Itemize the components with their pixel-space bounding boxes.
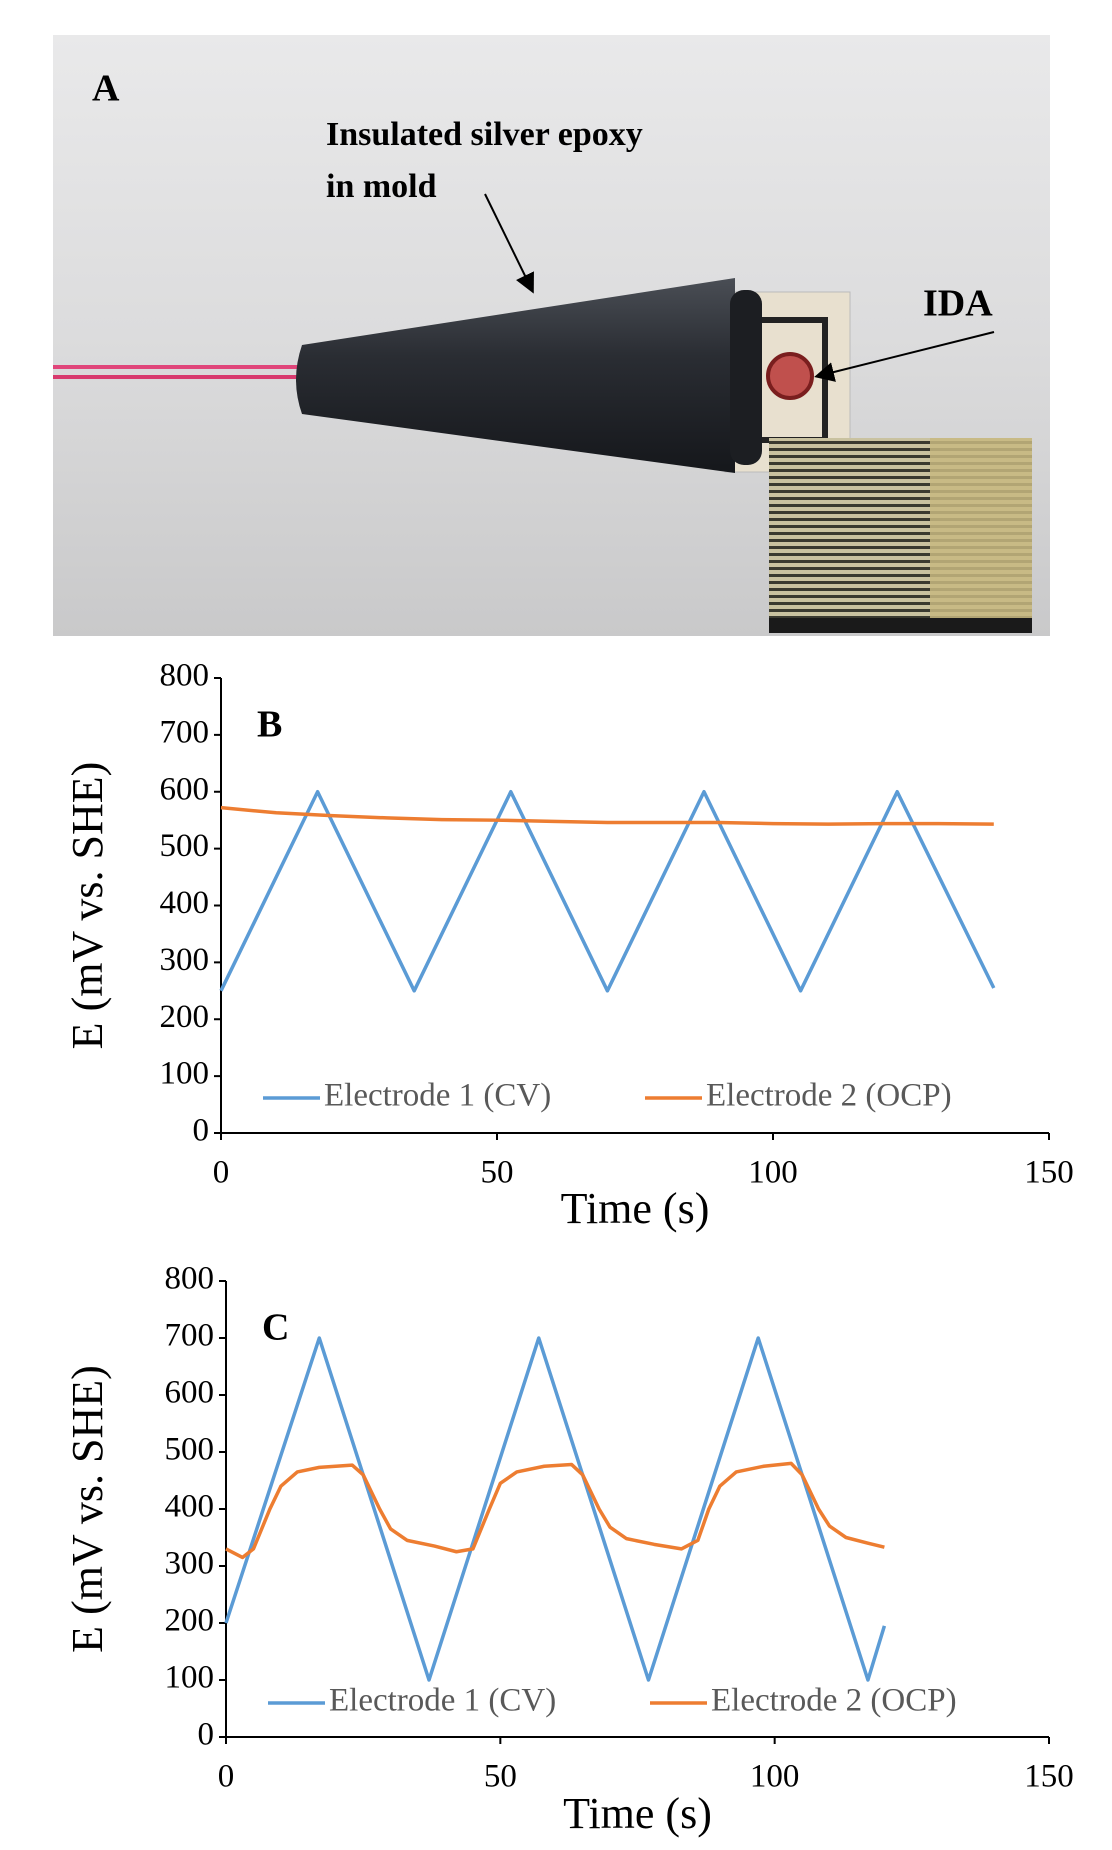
y-tick-label: 200 [160, 999, 210, 1035]
y-tick-label: 800 [160, 658, 210, 694]
y-axis-title: E (mV vs. SHE) [63, 1365, 112, 1653]
panel-letter: A [92, 68, 120, 110]
y-tick-label: 0 [198, 1717, 215, 1753]
x-tick-label: 150 [1024, 1759, 1074, 1795]
y-tick-label: 100 [160, 1056, 210, 1092]
x-tick-label: 150 [1024, 1155, 1074, 1191]
x-tick-label: 100 [750, 1759, 800, 1795]
inset-pad [930, 438, 1032, 633]
y-tick-label: 500 [160, 828, 210, 864]
label: in mold [326, 168, 437, 205]
x-tick-label: 0 [218, 1759, 235, 1795]
arrow [814, 331, 995, 382]
y-tick-label: 600 [165, 1375, 215, 1411]
x-tick-label: 0 [213, 1155, 230, 1191]
arrow [484, 193, 534, 294]
x-tick-label: 100 [748, 1155, 798, 1191]
panel-letter: B [257, 704, 282, 746]
label: IDA [923, 283, 993, 325]
ida-electrode [766, 352, 814, 400]
y-tick-label: 400 [165, 1489, 215, 1525]
y-tick-label: 300 [165, 1546, 215, 1582]
legend-label: Electrode 1 (CV) [324, 1078, 551, 1114]
chart: 0 100 200 300 400 500 600 700 800 0 50 100 150 Time (… [63, 1261, 1074, 1839]
label: Insulated silver epoxy [326, 116, 643, 153]
legend-label: Electrode 2 (OCP) [706, 1078, 952, 1114]
y-tick-label: 200 [165, 1603, 215, 1639]
y-tick-label: 100 [165, 1660, 215, 1696]
series-line [219, 790, 996, 993]
x-axis-title: Time (s) [561, 1184, 710, 1233]
legend-label: Electrode 1 (CV) [329, 1683, 556, 1719]
photo: A Insulated silver epoxy in mold IDA [53, 35, 1050, 636]
y-tick-label: 700 [165, 1318, 215, 1354]
legend-label: Electrode 2 (OCP) [711, 1683, 957, 1719]
y-tick-label: 500 [165, 1432, 215, 1468]
chart: 0 100 200 300 400 500 600 700 800 0 50 100 150 Time (… [63, 658, 1074, 1234]
x-tick-label: 50 [484, 1759, 517, 1795]
inset-edge [769, 618, 1032, 633]
series-line [220, 805, 994, 826]
x-axis-title: Time (s) [563, 1789, 712, 1838]
x-tick-label: 50 [481, 1155, 514, 1191]
y-tick-label: 600 [160, 771, 210, 807]
y-tick-label: 400 [160, 885, 210, 921]
panel-letter: C [262, 1307, 289, 1349]
series-line [224, 1336, 887, 1682]
series-line [225, 1461, 885, 1560]
mold-cap [730, 290, 762, 465]
y-tick-label: 0 [193, 1113, 210, 1149]
y-tick-label: 300 [160, 942, 210, 978]
mold-cone [296, 278, 735, 473]
y-tick-label: 800 [165, 1261, 215, 1297]
y-axis-title: E (mV vs. SHE) [63, 762, 112, 1050]
y-tick-label: 700 [160, 714, 210, 750]
